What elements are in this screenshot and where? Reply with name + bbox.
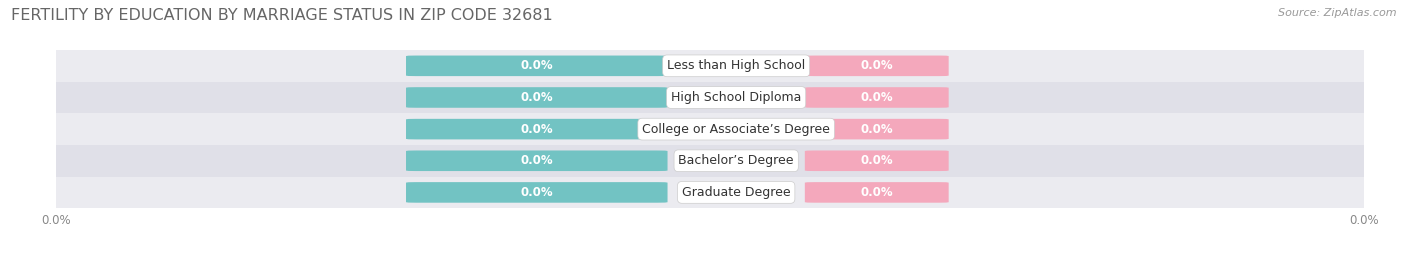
Text: 0.0%: 0.0% <box>860 154 893 167</box>
FancyBboxPatch shape <box>804 150 949 171</box>
FancyBboxPatch shape <box>406 55 668 76</box>
Text: FERTILITY BY EDUCATION BY MARRIAGE STATUS IN ZIP CODE 32681: FERTILITY BY EDUCATION BY MARRIAGE STATU… <box>11 8 553 23</box>
Text: Bachelor’s Degree: Bachelor’s Degree <box>679 154 794 167</box>
Text: Graduate Degree: Graduate Degree <box>682 186 790 199</box>
Text: Less than High School: Less than High School <box>666 59 806 72</box>
Text: College or Associate’s Degree: College or Associate’s Degree <box>643 123 830 136</box>
Text: 0.0%: 0.0% <box>860 123 893 136</box>
Text: 0.0%: 0.0% <box>520 91 553 104</box>
Text: High School Diploma: High School Diploma <box>671 91 801 104</box>
Bar <box>56 82 1364 113</box>
FancyBboxPatch shape <box>406 87 668 108</box>
Legend: Married, Unmarried: Married, Unmarried <box>620 264 800 269</box>
Bar <box>56 176 1364 208</box>
Text: 0.0%: 0.0% <box>860 186 893 199</box>
FancyBboxPatch shape <box>804 87 949 108</box>
Text: 0.0%: 0.0% <box>860 91 893 104</box>
FancyBboxPatch shape <box>406 119 668 139</box>
Text: 0.0%: 0.0% <box>520 59 553 72</box>
Text: Source: ZipAtlas.com: Source: ZipAtlas.com <box>1278 8 1396 18</box>
FancyBboxPatch shape <box>406 182 668 203</box>
FancyBboxPatch shape <box>804 182 949 203</box>
FancyBboxPatch shape <box>406 150 668 171</box>
FancyBboxPatch shape <box>804 119 949 139</box>
Text: 0.0%: 0.0% <box>520 154 553 167</box>
Bar <box>56 145 1364 176</box>
Text: 0.0%: 0.0% <box>520 186 553 199</box>
Text: 0.0%: 0.0% <box>520 123 553 136</box>
FancyBboxPatch shape <box>804 55 949 76</box>
Bar <box>56 50 1364 82</box>
Text: 0.0%: 0.0% <box>860 59 893 72</box>
Bar <box>56 113 1364 145</box>
